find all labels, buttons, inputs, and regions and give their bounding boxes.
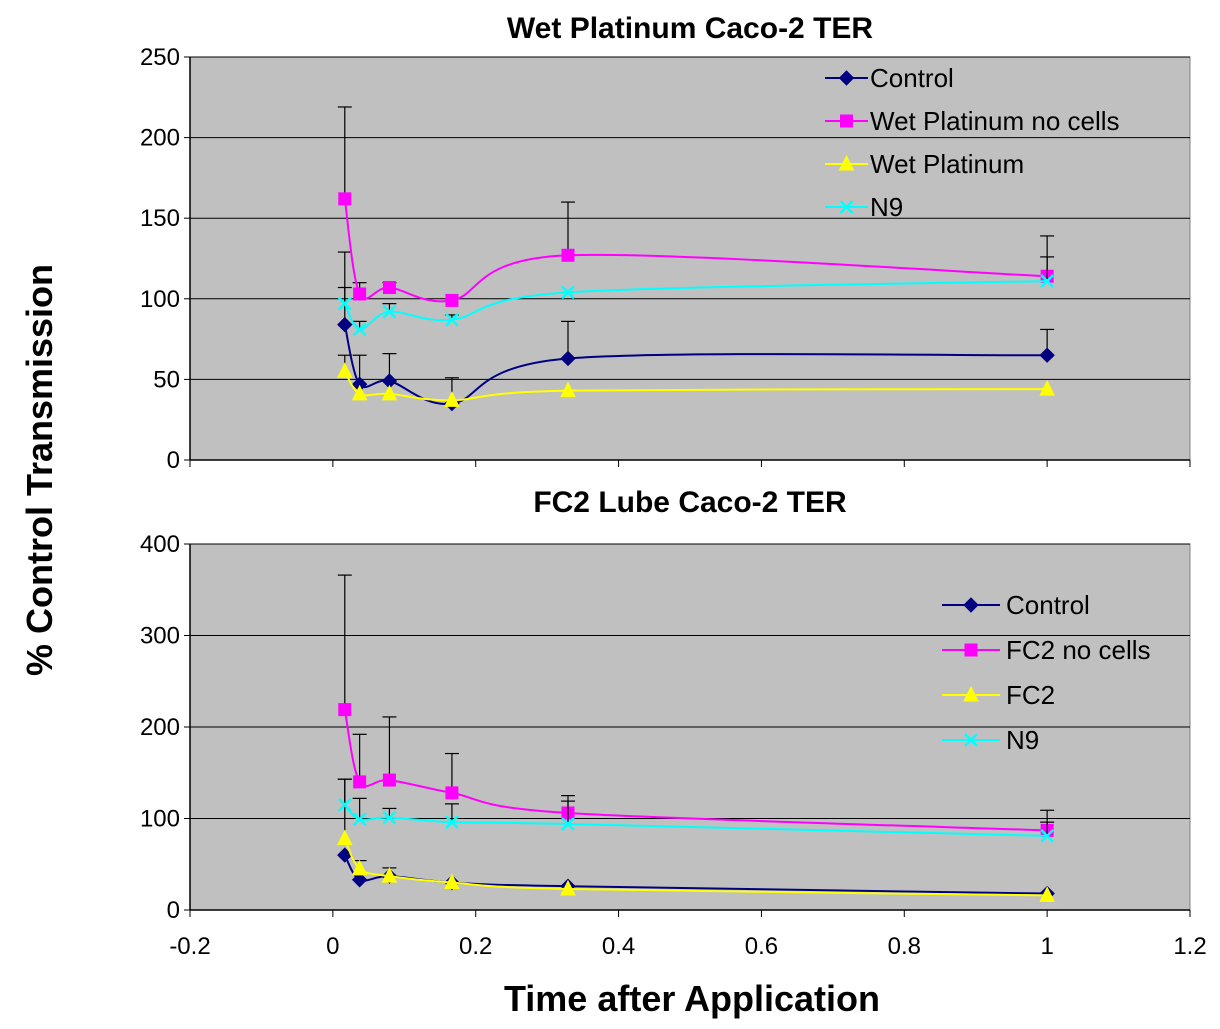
legend-item-n9: N9 [942, 725, 1039, 755]
data-point [337, 296, 352, 311]
y-tick-label: 150 [140, 205, 180, 232]
data-point [445, 786, 459, 800]
data-point [1040, 274, 1055, 288]
x-tick-label: 1.2 [1173, 933, 1206, 960]
legend-label: N9 [1006, 725, 1039, 755]
legend-marker [840, 114, 853, 128]
x-axis-label: Time after Application [504, 978, 880, 1019]
y-tick-label: 400 [140, 531, 180, 558]
legend-label: Control [1006, 590, 1090, 620]
legend-marker [838, 154, 855, 171]
data-point [560, 381, 576, 398]
y-tick-label: 50 [153, 366, 180, 393]
y-tick-label: 200 [140, 714, 180, 741]
data-point [351, 859, 368, 876]
legend-item-wet-platinum: Wet Platinum [825, 149, 1024, 179]
legend-marker [839, 200, 854, 214]
data-point [352, 812, 367, 827]
legend-item-n9: N9 [825, 192, 903, 222]
data-point [1040, 829, 1055, 843]
data-point [337, 316, 353, 333]
data-point [445, 312, 459, 327]
data-point [338, 192, 352, 206]
data-point [560, 350, 576, 367]
data-point [1039, 886, 1055, 902]
data-point [353, 775, 367, 789]
series-n9 [337, 778, 1055, 843]
data-point [1039, 379, 1055, 396]
data-point [1039, 347, 1055, 363]
x-tick-label: 0.6 [745, 933, 778, 960]
legend-item-wet-platinum-no-cells: Wet Platinum no cells [825, 106, 1120, 136]
legend-label: Wet Platinum no cells [870, 106, 1120, 136]
data-point [561, 285, 575, 300]
data-point [381, 384, 398, 401]
data-point [382, 773, 396, 787]
legend-item-fc2-no-cells: FC2 no cells [942, 635, 1151, 665]
series-fc2 [336, 778, 1055, 902]
data-point [561, 248, 575, 262]
x-tick-label: 0.4 [602, 933, 635, 960]
data-point [351, 872, 368, 888]
legend-item-control: Control [942, 590, 1090, 620]
data-point [445, 293, 459, 307]
y-tick-label: 250 [140, 44, 180, 71]
x-tick-label: 0.2 [459, 933, 492, 960]
series-n9 [337, 256, 1055, 337]
data-point [381, 867, 398, 883]
data-point [353, 287, 367, 301]
data-point [444, 391, 460, 407]
x-tick-label: 0 [326, 933, 339, 960]
data-point [336, 362, 353, 378]
data-point [338, 703, 352, 717]
data-point [382, 304, 397, 319]
y-tick-label: 100 [140, 286, 180, 313]
data-point [352, 322, 367, 337]
data-point [382, 281, 396, 295]
data-point [560, 879, 576, 896]
data-point [382, 810, 397, 825]
chart-title: Wet Platinum Caco-2 TER [507, 12, 874, 45]
y-tick-label: 100 [140, 806, 180, 833]
legend-marker [963, 597, 979, 613]
data-point [336, 829, 353, 846]
legend-marker [963, 685, 979, 702]
chart-panel-bottom: FC2 Lube Caco-2 TER 0 100 200 300 400 -0.2 0 0.2… [140, 486, 1207, 960]
legend-label: Control [870, 63, 954, 93]
legend-item-fc2: FC2 [942, 680, 1055, 710]
data-point [444, 873, 460, 890]
y-tick-label: 200 [140, 125, 180, 152]
chart-title: FC2 Lube Caco-2 TER [533, 486, 847, 519]
y-tick-label: 0 [167, 897, 180, 924]
data-point [445, 815, 459, 830]
y-tick-label: 300 [140, 623, 180, 650]
y-tick-label: 0 [167, 447, 180, 474]
series-wet-platinum [336, 354, 1055, 407]
series-wet-platinum-no-cells [337, 106, 1055, 307]
data-point [561, 817, 575, 831]
x-tick-label: 1 [1040, 933, 1053, 960]
legend-item-control: Control [825, 63, 954, 93]
data-point [337, 797, 352, 812]
chart-panel-top: Wet Platinum Caco-2 TER 0 50 100 150 200 250 Co… [140, 12, 1191, 474]
legend-label: Wet Platinum [870, 149, 1024, 179]
legend-label: FC2 no cells [1006, 635, 1151, 665]
legend-label: N9 [870, 192, 903, 222]
x-tick-label: 0.8 [888, 933, 921, 960]
legend-label: FC2 [1006, 680, 1055, 710]
legend-marker [964, 643, 978, 657]
data-point [351, 384, 368, 401]
legend-marker [838, 70, 855, 86]
y-axis-label: % Control Transmission [19, 264, 60, 676]
x-tick-label: -0.2 [169, 933, 210, 960]
legend-marker [964, 733, 978, 747]
